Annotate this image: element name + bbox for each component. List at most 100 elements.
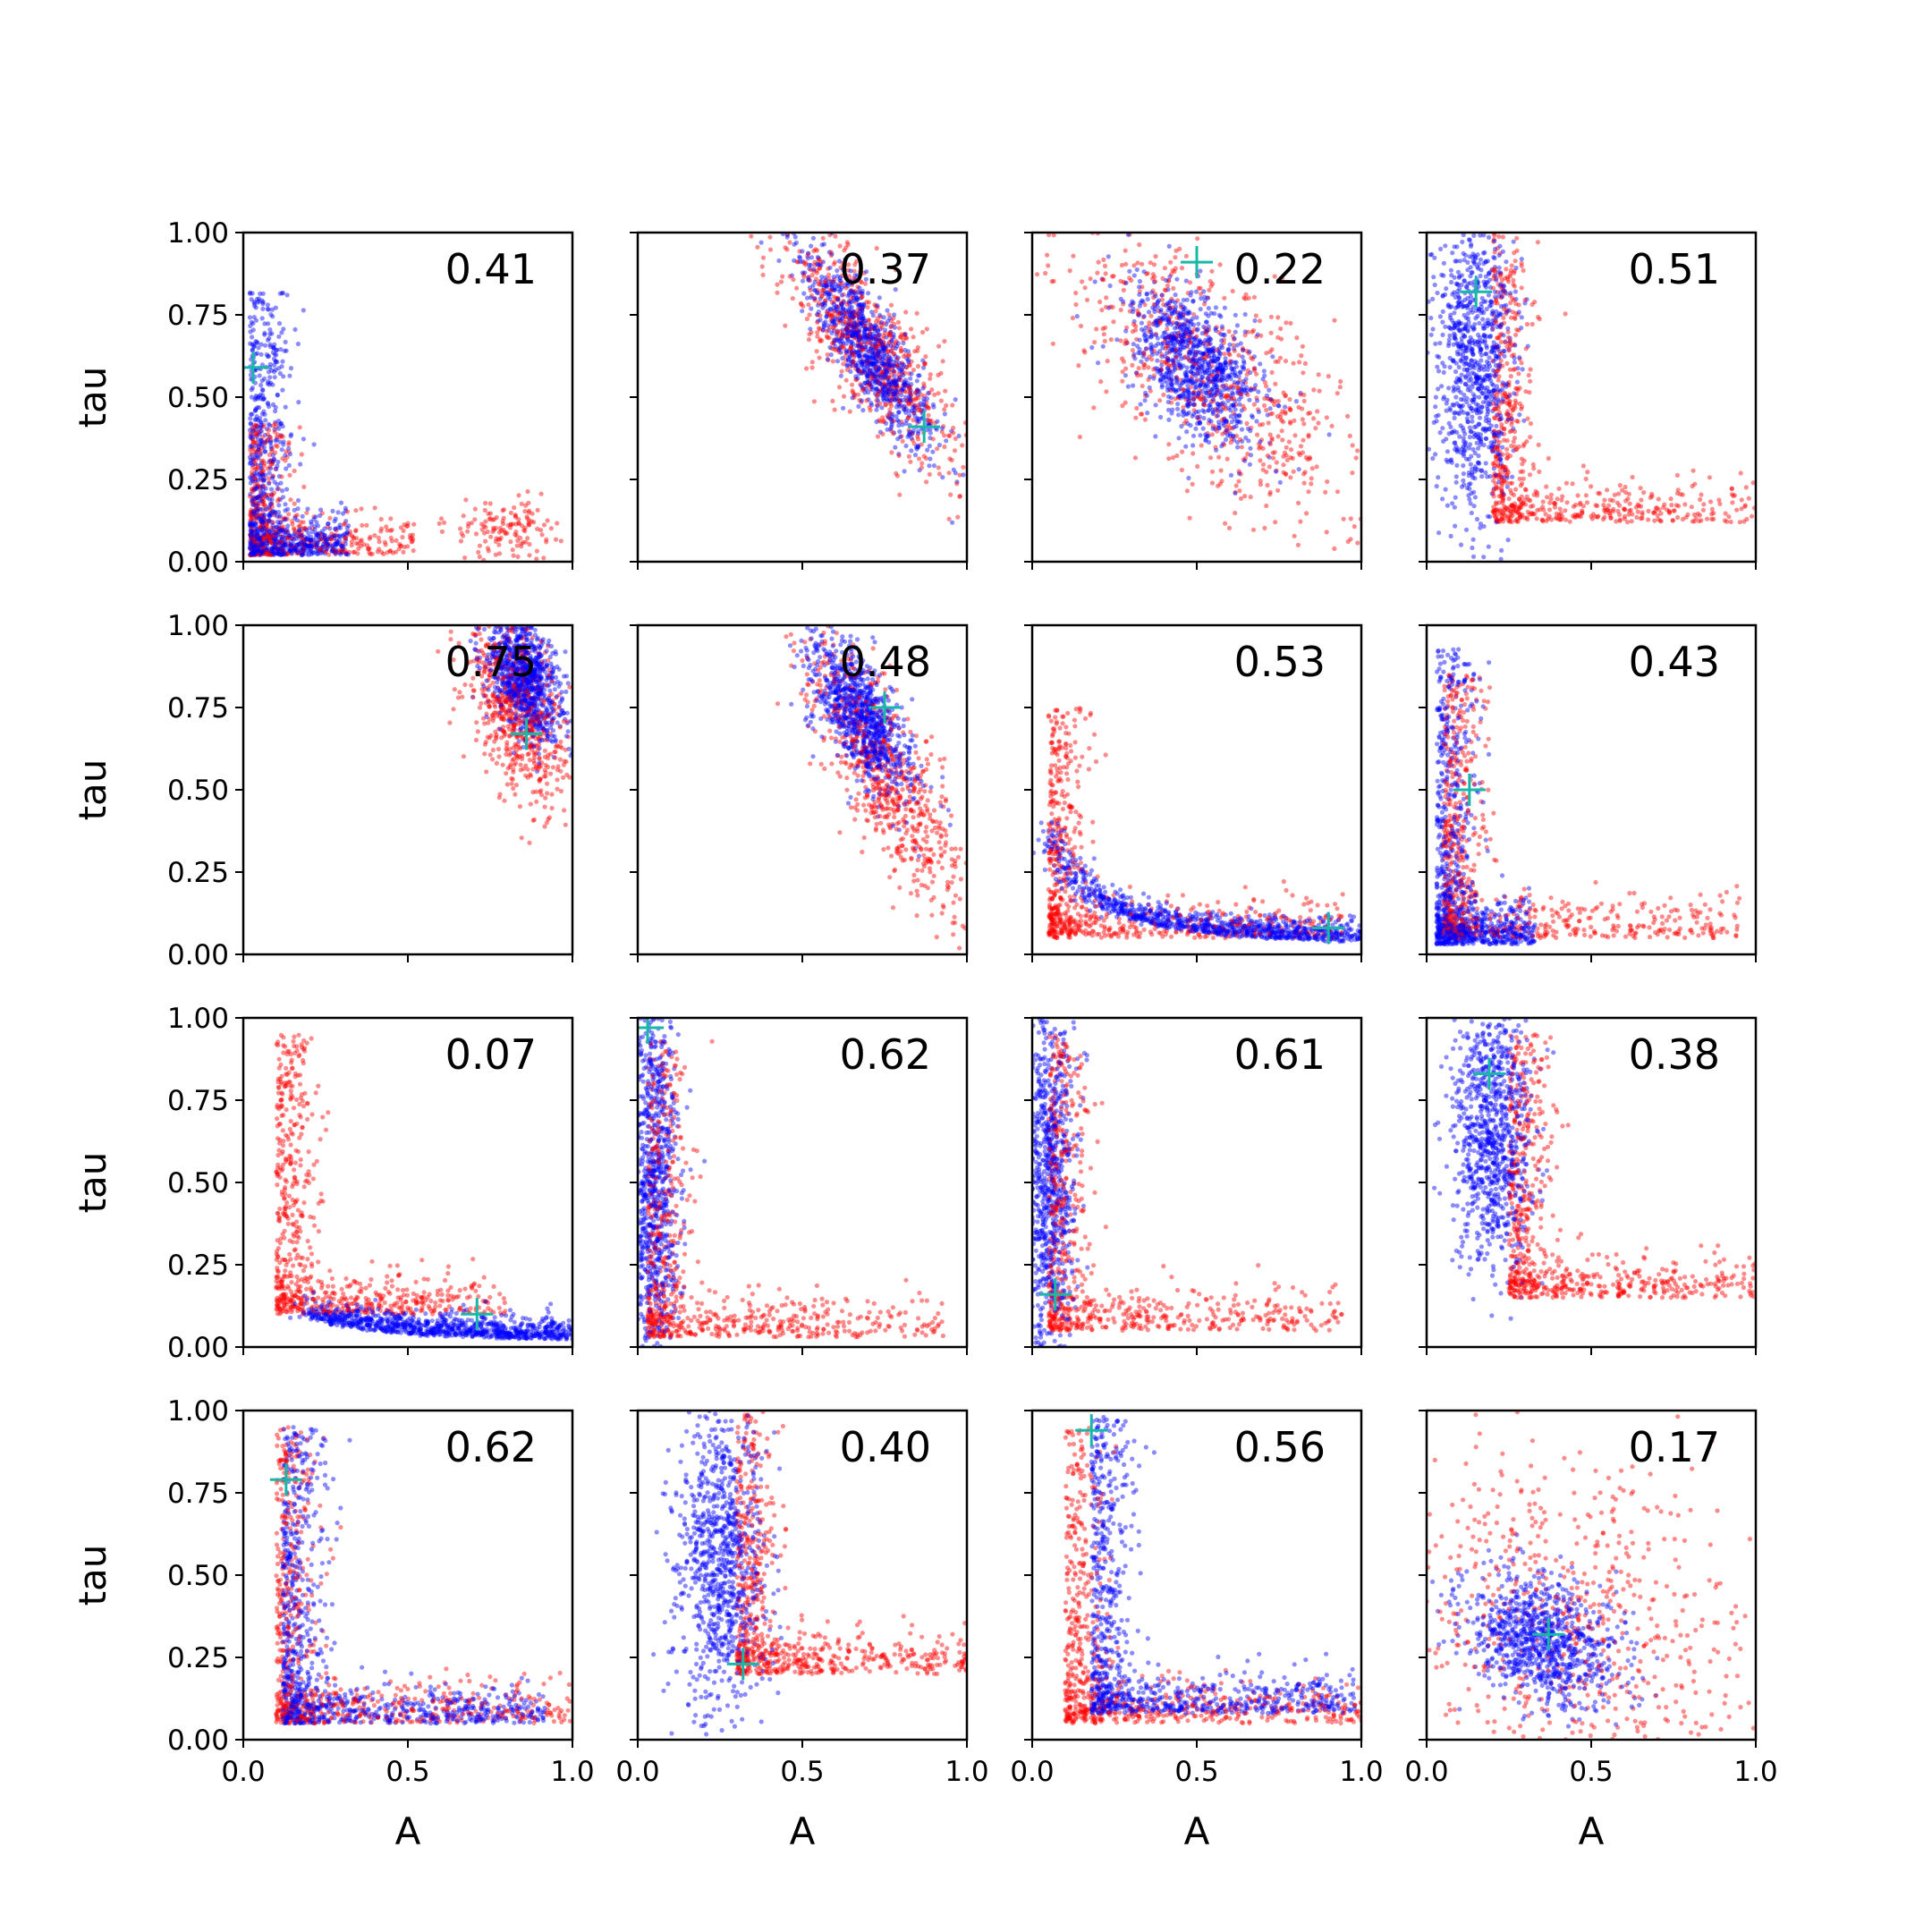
blue-point <box>288 547 293 552</box>
blue-point <box>258 352 264 357</box>
red-point <box>1240 345 1245 351</box>
blue-point <box>1141 351 1147 356</box>
blue-point <box>1187 358 1192 364</box>
blue-point <box>1487 360 1492 366</box>
red-point <box>1135 311 1140 317</box>
blue-point <box>272 427 277 432</box>
red-point <box>795 259 801 265</box>
blue-point <box>1211 354 1216 360</box>
red-point <box>360 541 367 547</box>
blue-point <box>894 418 901 423</box>
red-point <box>258 552 264 557</box>
blue-point <box>1149 352 1156 358</box>
blue-point <box>758 240 764 245</box>
red-point <box>883 345 889 351</box>
red-point <box>826 358 831 363</box>
red-point <box>957 472 962 478</box>
blue-point <box>1180 392 1185 397</box>
blue-point <box>831 319 836 325</box>
red-point <box>787 240 792 245</box>
blue-point <box>252 548 258 555</box>
red-point <box>250 465 255 470</box>
blue-point <box>1194 343 1200 350</box>
red-point <box>831 287 836 293</box>
red-point <box>1192 402 1198 408</box>
red-point <box>398 543 403 549</box>
red-point <box>332 533 337 538</box>
blue-point <box>809 306 814 311</box>
red-point <box>1281 470 1286 475</box>
red-point <box>882 376 887 381</box>
blue-point <box>1216 366 1221 371</box>
blue-point <box>849 359 854 364</box>
blue-point <box>1222 305 1227 310</box>
red-point <box>1168 377 1174 383</box>
blue-point <box>250 536 256 541</box>
blue-point <box>1153 293 1158 299</box>
blue-point <box>1186 309 1191 314</box>
red-point <box>1182 387 1187 393</box>
blue-point <box>1169 377 1174 384</box>
blue-point <box>336 525 342 530</box>
red-point <box>284 449 289 454</box>
blue-point <box>874 331 879 336</box>
blue-point <box>262 439 267 445</box>
blue-point <box>330 546 335 551</box>
blue-point <box>258 493 264 499</box>
blue-point <box>299 544 305 549</box>
red-point <box>1135 260 1140 266</box>
blue-point <box>281 547 287 554</box>
blue-point <box>1165 356 1171 361</box>
red-point <box>292 530 298 535</box>
red-point <box>284 516 290 521</box>
red-point <box>1123 341 1128 346</box>
blue-point <box>880 388 886 394</box>
red-point <box>253 545 259 550</box>
blue-point <box>863 318 869 324</box>
blue-point <box>1177 383 1182 388</box>
blue-point <box>928 456 933 462</box>
blue-point <box>298 539 304 545</box>
blue-point <box>1191 298 1196 303</box>
red-point <box>1298 444 1304 449</box>
blue-point <box>279 552 284 557</box>
blue-point <box>1190 413 1195 419</box>
red-point <box>859 400 864 405</box>
red-point <box>815 312 820 318</box>
blue-point <box>271 509 276 514</box>
blue-point <box>266 307 271 312</box>
red-point <box>1244 420 1250 427</box>
blue-point <box>1143 390 1148 395</box>
red-point <box>252 503 258 508</box>
blue-point <box>268 533 274 538</box>
red-point <box>915 348 920 353</box>
blue-point <box>874 386 880 392</box>
red-point <box>314 542 319 548</box>
blue-point <box>874 368 880 373</box>
blue-point <box>1273 469 1279 474</box>
red-point <box>390 550 395 555</box>
red-point <box>1490 447 1496 453</box>
red-point <box>265 538 270 544</box>
red-point <box>851 327 856 333</box>
blue-point <box>1453 333 1458 338</box>
blue-point <box>855 360 860 366</box>
red-point <box>846 277 852 283</box>
blue-point <box>271 552 276 558</box>
red-point <box>1502 470 1507 476</box>
blue-point <box>1192 366 1198 371</box>
red-point <box>1138 411 1144 417</box>
blue-point <box>303 543 309 548</box>
blue-point <box>1166 301 1172 306</box>
blue-point <box>282 539 287 545</box>
blue-point <box>886 379 891 385</box>
blue-point <box>953 470 958 476</box>
blue-point <box>876 369 881 374</box>
blue-point <box>265 534 270 539</box>
blue-point <box>821 325 826 330</box>
red-point <box>930 436 936 442</box>
blue-point <box>1183 374 1189 379</box>
red-point <box>1281 462 1286 468</box>
red-point <box>911 335 916 340</box>
blue-point <box>1159 292 1165 298</box>
